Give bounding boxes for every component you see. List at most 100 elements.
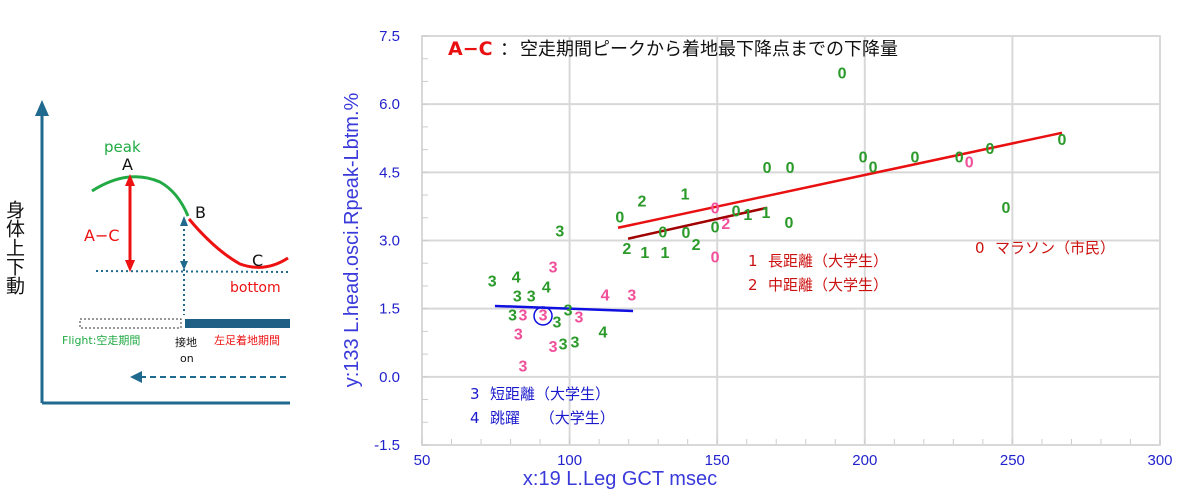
x-tick-label: 100 <box>557 452 582 469</box>
point-b-label: B <box>195 203 206 222</box>
data-point: 0 <box>838 66 847 83</box>
data-point: 0 <box>786 160 795 177</box>
data-point: 0 <box>711 219 720 236</box>
data-point: 0 <box>1001 200 1010 217</box>
data-point: 3 <box>555 223 564 240</box>
data-point: 3 <box>514 326 523 343</box>
y-tick-label: 3.0 <box>379 233 400 250</box>
data-point: 3 <box>570 334 579 351</box>
trend-line-red <box>617 131 1063 229</box>
data-point: 3 <box>549 259 558 276</box>
data-point: 0 <box>784 215 793 232</box>
chart-title-sep: ： <box>500 39 518 60</box>
x-tick-label: 200 <box>852 452 877 469</box>
y-tick-label: 7.5 <box>379 28 400 45</box>
data-point: 3 <box>564 302 573 319</box>
data-point: 3 <box>559 337 568 354</box>
y-tick-label: 1.5 <box>379 301 400 318</box>
point-c-label: C <box>252 251 263 270</box>
stance-curve <box>187 218 289 269</box>
data-point: 3 <box>574 309 583 326</box>
x-axis-label: x:19 L.Leg GCT msec <box>523 468 717 490</box>
y-tick-label: -1.5 <box>374 437 400 454</box>
concept-diagram: 身体上下動 peak A B C A−C bottom Flight:空走期間 … <box>3 100 291 405</box>
diagram-y-label: 身体上下動 <box>3 200 25 295</box>
up-arrow-icon <box>35 100 49 116</box>
data-point: 1 <box>640 245 649 262</box>
legend-code: 1 <box>748 252 758 270</box>
x-tick-label: 50 <box>414 452 431 469</box>
data-point: 3 <box>552 314 561 331</box>
legend-code: 2 <box>748 276 758 294</box>
peak-label: peak <box>104 138 141 156</box>
chart-title: 空走期間ピークから着地最下降点までの下降量 <box>520 39 898 60</box>
data-point: 4 <box>599 324 608 341</box>
stance-label: 左足着地期間 <box>214 333 280 347</box>
flight-label: Flight:空走期間 <box>62 333 140 347</box>
data-point: 3 <box>539 307 548 324</box>
trend-line-darkred <box>627 206 768 240</box>
data-point: 0 <box>955 149 964 166</box>
x-tick-label: 150 <box>705 452 730 469</box>
data-point: 4 <box>601 287 610 304</box>
data-point: 4 <box>512 269 521 286</box>
y-tick-label: 4.5 <box>379 164 400 181</box>
data-point: 0 <box>681 225 690 242</box>
data-point: 2 <box>637 193 646 210</box>
data-point: 0 <box>965 154 974 171</box>
arrow-down-head-icon <box>125 260 135 272</box>
bottom-label: bottom <box>230 280 281 296</box>
data-point: 0 <box>986 141 995 158</box>
data-point: 3 <box>488 273 497 290</box>
legend-label: 長距離（大学生） <box>768 252 888 270</box>
data-point: 1 <box>681 187 690 204</box>
data-point: 3 <box>549 339 558 356</box>
y-tick-label: 6.0 <box>379 96 400 113</box>
arrow-up-head-icon <box>125 174 135 186</box>
data-point: 2 <box>622 241 631 258</box>
data-point: 0 <box>711 249 720 266</box>
legend-code: 4 <box>470 409 480 427</box>
x-tick-label: 250 <box>1000 452 1025 469</box>
legend-label: 跳躍 （大学生） <box>490 409 615 427</box>
flight-bar <box>79 318 182 329</box>
x-tick-label: 300 <box>1147 452 1172 469</box>
data-point: 4 <box>542 279 551 296</box>
data-point: 0 <box>869 159 878 176</box>
data-point: 1 <box>761 205 770 222</box>
highlight-circle <box>533 306 553 326</box>
data-point: 3 <box>513 288 522 305</box>
legend-label: 中距離（大学生） <box>768 276 888 294</box>
legend-code: 0 <box>975 239 985 257</box>
data-point: 3 <box>527 288 536 305</box>
data-point: 1 <box>660 245 669 262</box>
data-point: 3 <box>519 307 528 324</box>
y-tick-label: 0.0 <box>379 369 400 386</box>
data-point: 0 <box>732 203 741 220</box>
data-point: 2 <box>692 237 701 254</box>
data-point: 2 <box>721 216 730 233</box>
flight-curve <box>91 175 190 217</box>
data-point: 3 <box>508 307 517 324</box>
data-point: 0 <box>711 200 720 217</box>
data-point: 0 <box>1058 132 1067 149</box>
data-point: 0 <box>615 209 624 226</box>
bottom-level-line <box>95 270 291 273</box>
data-point: 0 <box>859 149 868 166</box>
legend-label: 短距離（大学生） <box>490 385 610 403</box>
stance-bar <box>185 319 290 328</box>
legend-code: 3 <box>470 385 480 403</box>
data-point: 3 <box>627 287 636 304</box>
data-point: 0 <box>763 160 772 177</box>
y-axis-label: y:133 L.head.osci.Rpeak-Lbtm.% <box>341 92 363 387</box>
contact-label: 接地 <box>175 336 197 349</box>
point-a-label: A <box>122 155 133 174</box>
left-arrow-icon <box>130 371 142 383</box>
contact-on-label: on <box>180 352 194 365</box>
data-point: 0 <box>911 149 920 166</box>
a-c-label: A−C <box>84 226 120 245</box>
data-point: 0 <box>658 224 667 241</box>
data-point: 3 <box>519 358 528 375</box>
arrow-down-head-icon <box>180 261 188 270</box>
